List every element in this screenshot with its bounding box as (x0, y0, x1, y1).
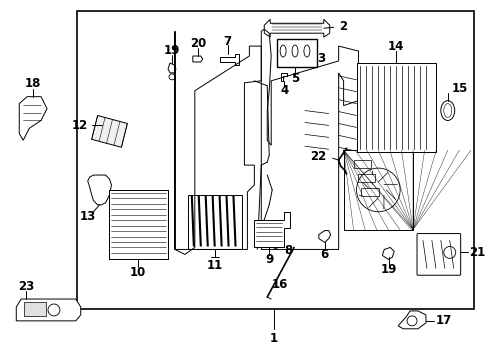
Bar (362, 188, 379, 196)
Text: 20: 20 (190, 37, 206, 50)
Text: 14: 14 (388, 40, 404, 53)
Bar (357, 63, 436, 152)
Text: 12: 12 (72, 119, 88, 132)
Bar (188, 195, 243, 249)
Polygon shape (319, 231, 331, 243)
Text: 15: 15 (452, 82, 468, 95)
Text: 16: 16 (271, 278, 288, 291)
Bar (353, 160, 371, 168)
Polygon shape (254, 212, 290, 247)
Polygon shape (92, 116, 127, 147)
Polygon shape (88, 175, 112, 205)
Bar (343, 150, 413, 230)
Text: 5: 5 (291, 72, 299, 85)
Text: 19: 19 (381, 263, 397, 276)
Polygon shape (19, 97, 47, 140)
Text: 21: 21 (469, 246, 486, 259)
Text: 10: 10 (130, 266, 147, 279)
Polygon shape (398, 311, 426, 329)
Polygon shape (220, 54, 240, 65)
Bar (108, 190, 168, 259)
Text: 6: 6 (320, 248, 329, 261)
Ellipse shape (304, 45, 310, 57)
Text: 22: 22 (311, 150, 327, 163)
Polygon shape (281, 73, 287, 81)
Polygon shape (168, 63, 176, 73)
Text: 11: 11 (207, 259, 223, 272)
Bar (24, 302, 46, 316)
Polygon shape (193, 56, 203, 62)
Bar (277, 39, 317, 67)
Text: 13: 13 (79, 210, 96, 223)
Bar (77, 12, 473, 309)
Ellipse shape (292, 45, 298, 57)
FancyBboxPatch shape (417, 234, 461, 275)
Text: 4: 4 (280, 84, 288, 97)
Text: 1: 1 (270, 332, 278, 345)
Text: 9: 9 (265, 253, 273, 266)
Polygon shape (297, 51, 307, 61)
Text: 18: 18 (25, 77, 41, 90)
Text: 7: 7 (223, 35, 232, 48)
Ellipse shape (280, 45, 286, 57)
Polygon shape (264, 19, 330, 37)
Text: 17: 17 (436, 314, 452, 327)
Text: 23: 23 (18, 280, 34, 293)
Text: 3: 3 (317, 53, 325, 66)
Polygon shape (382, 247, 394, 259)
Bar (358, 174, 375, 182)
Text: 19: 19 (164, 44, 180, 57)
Polygon shape (16, 299, 81, 321)
Text: 2: 2 (339, 20, 347, 33)
Bar (108, 190, 168, 259)
Text: 8: 8 (284, 244, 293, 257)
